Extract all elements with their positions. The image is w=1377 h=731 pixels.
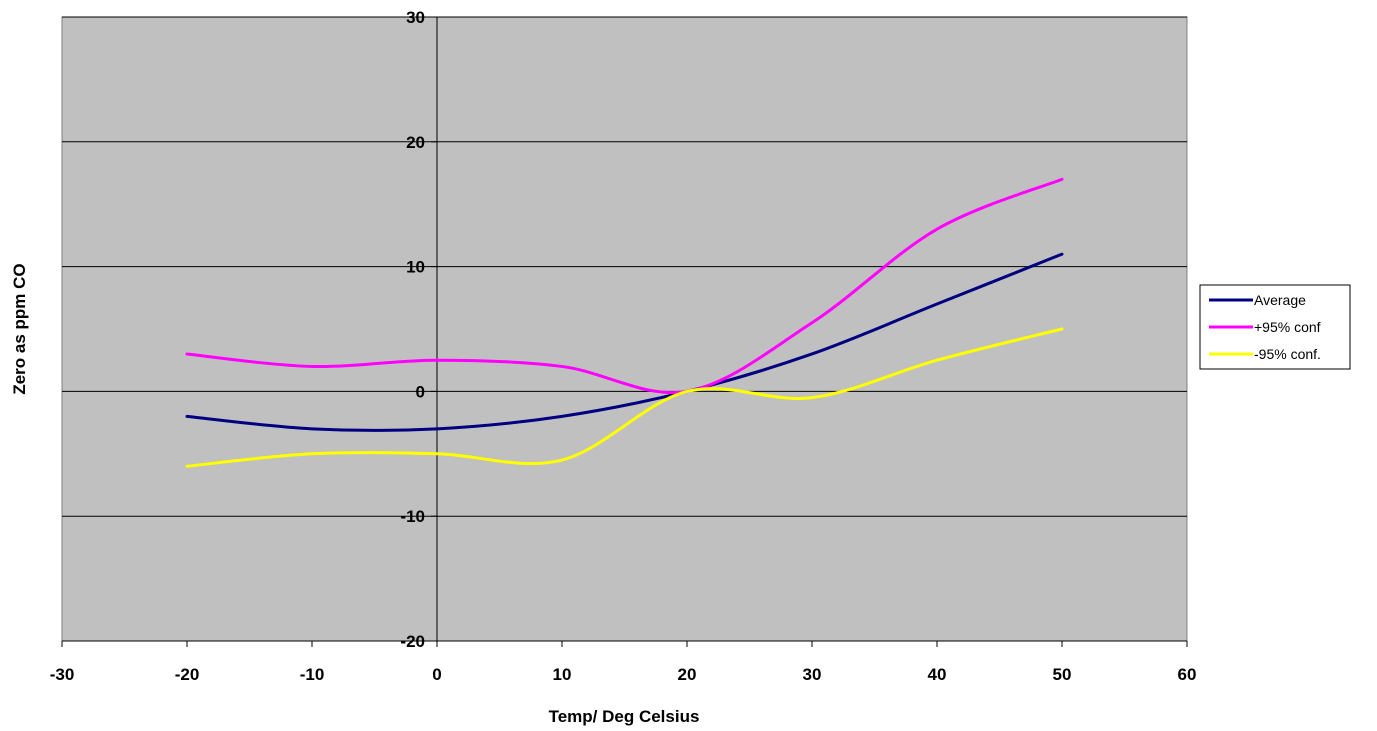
x-tick-label: -20 (175, 665, 200, 684)
legend: Average +95% conf -95% conf. (1199, 284, 1351, 370)
x-tick-label: 10 (553, 665, 572, 684)
y-axis-title: Zero as ppm CO (10, 263, 29, 394)
y-tick-label: 30 (406, 8, 425, 27)
x-tick-label: 40 (928, 665, 947, 684)
x-tick-label: -30 (50, 665, 75, 684)
legend-label: +95% conf (1254, 319, 1321, 335)
series-line-average (185, 252, 1064, 432)
legend-label: -95% conf. (1254, 346, 1321, 362)
y-tick-label: 0 (416, 382, 425, 401)
y-tick-label: -10 (400, 507, 425, 526)
plot-area (61, 16, 1188, 642)
x-tick-label: 30 (803, 665, 822, 684)
tick-labels: -20 -10 0 10 20 30 -30 -20 -10 0 10 20 30 40 50 60 (50, 8, 1197, 684)
gridlines (62, 16, 1187, 517)
x-tick-label: 0 (432, 665, 441, 684)
x-tick-label: -10 (300, 665, 325, 684)
x-axis-title: Temp/ Deg Celsius (549, 707, 700, 726)
series-line-95-conf (185, 327, 1064, 468)
x-tick-label: 20 (678, 665, 697, 684)
x-tick-label: 50 (1053, 665, 1072, 684)
series-line-95-conf (185, 177, 1064, 395)
x-tick-label: 60 (1178, 665, 1197, 684)
legend-label: Average (1254, 292, 1306, 308)
y-tick-label: 20 (406, 133, 425, 152)
series-lines (185, 177, 1064, 468)
y-tick-label: 10 (406, 258, 425, 277)
y-tick-label: -20 (400, 632, 425, 651)
axes (61, 16, 1188, 647)
